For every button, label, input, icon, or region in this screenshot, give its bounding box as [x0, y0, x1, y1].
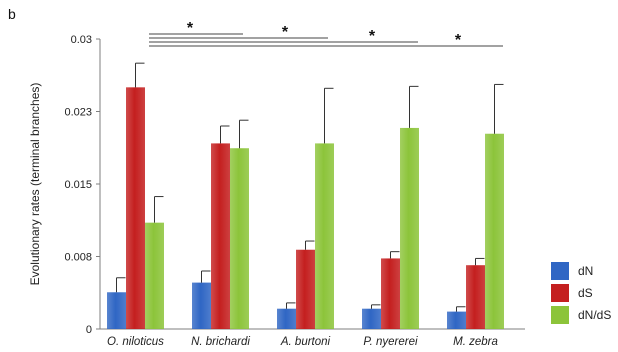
bar-ds-o-niloticus — [126, 87, 145, 329]
bar-dn-m-zebra — [447, 311, 466, 329]
significance-star: * — [282, 24, 289, 41]
bar-dn-a-burtoni — [277, 308, 296, 329]
significance-star: * — [369, 28, 376, 45]
bar-dn-ds-m-zebra — [485, 133, 504, 329]
panel-label: b — [8, 6, 16, 22]
bar-dn-n-brichardi — [192, 282, 211, 329]
category-label: O. niloticus — [107, 336, 164, 348]
legend-swatch-dn-ds — [551, 306, 569, 324]
legend-swatch-dn — [551, 262, 569, 280]
bar-dn-ds-n-brichardi — [230, 148, 249, 329]
bar-dn-ds-o-niloticus — [145, 222, 164, 329]
bar-dn-o-niloticus — [107, 292, 126, 329]
legend-swatch-ds — [551, 284, 569, 302]
y-tick-label: 0.03 — [71, 34, 92, 46]
bar-ds-p-nyererei — [381, 258, 400, 329]
category-label: N. brichardi — [191, 336, 250, 348]
legend-label: dN/dS — [578, 308, 611, 322]
y-tick-label: 0.008 — [64, 252, 92, 264]
category-label: P. nyererei — [363, 336, 418, 348]
y-tick-label: 0.023 — [64, 107, 92, 119]
bar-ds-n-brichardi — [211, 143, 230, 329]
bar-ds-m-zebra — [466, 265, 485, 329]
y-tick-label: 0.015 — [64, 179, 92, 191]
bar-dn-ds-a-burtoni — [315, 143, 334, 329]
y-tick-label: 0 — [86, 324, 92, 336]
legend-label: dN — [578, 264, 593, 278]
bar-ds-a-burtoni — [296, 249, 315, 329]
bar-dn-ds-p-nyererei — [400, 127, 419, 329]
significance-star: * — [455, 32, 462, 49]
significance-star: * — [187, 20, 194, 37]
bar-dn-p-nyererei — [362, 308, 381, 329]
legend-label: dS — [578, 286, 593, 300]
category-label: A. burtoni — [280, 336, 331, 348]
category-label: M. zebra — [453, 336, 498, 348]
y-axis-label: Evolutionary rates (terminal branches) — [28, 83, 42, 286]
